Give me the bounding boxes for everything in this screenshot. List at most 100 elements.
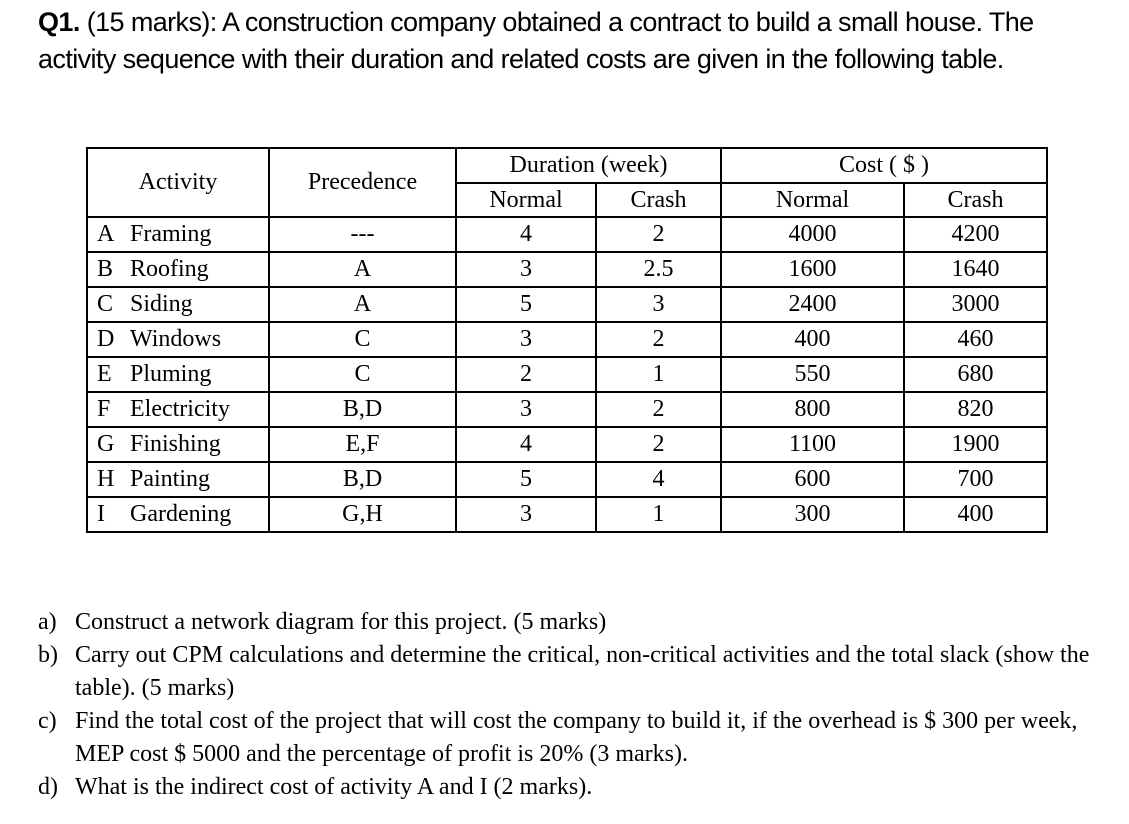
activity-cell: H Painting	[86, 461, 270, 498]
table-row: D Windows C 3 2 400 460	[86, 321, 1048, 358]
activity-name: Finishing	[130, 431, 221, 457]
activity-letter: F	[97, 396, 111, 422]
question-label: b)	[38, 642, 58, 668]
precedence-cell: ---	[268, 216, 457, 253]
question-item-c: c) Find the total cost of the project tha…	[38, 705, 1110, 771]
activity-letter: G	[97, 431, 115, 457]
activity-table: Activity Precedence Duration (week) Cost…	[86, 147, 1048, 533]
duration-crash-cell: 2.5	[595, 251, 722, 288]
activity-name: Framing	[130, 221, 212, 247]
table-row: B Roofing A 3 2.5 1600 1640	[86, 251, 1048, 288]
question-text: What is the indirect cost of activity A …	[75, 774, 593, 800]
cost-crash-cell: 400	[903, 496, 1048, 533]
cost-normal-cell: 550	[720, 356, 905, 393]
question-label: a)	[38, 609, 57, 635]
duration-crash-cell: 2	[595, 426, 722, 463]
duration-normal-header: Normal	[455, 182, 597, 218]
duration-crash-cell: 2	[595, 391, 722, 428]
cost-crash-cell: 460	[903, 321, 1048, 358]
cost-normal-cell: 600	[720, 461, 905, 498]
question-item-a: a) Construct a network diagram for this p…	[38, 606, 1110, 639]
precedence-cell: G,H	[268, 496, 457, 533]
activity-cell: G Finishing	[86, 426, 270, 463]
table-row: F Electricity B,D 3 2 800 820	[86, 391, 1048, 428]
activity-name: Windows	[130, 326, 222, 352]
precedence-cell: A	[268, 251, 457, 288]
table-row: A Framing --- 4 2 4000 4200	[86, 216, 1048, 253]
duration-normal-cell: 4	[455, 216, 597, 253]
duration-crash-cell: 1	[595, 356, 722, 393]
duration-normal-cell: 3	[455, 321, 597, 358]
cost-normal-cell: 300	[720, 496, 905, 533]
cost-crash-cell: 4200	[903, 216, 1048, 253]
duration-normal-cell: 3	[455, 251, 597, 288]
precedence-column-header: Precedence	[268, 147, 457, 218]
activity-letter: A	[97, 221, 115, 247]
activity-cell: B Roofing	[86, 251, 270, 288]
cost-crash-cell: 1900	[903, 426, 1048, 463]
table-row: C Siding A 5 3 2400 3000	[86, 286, 1048, 323]
activity-column-header: Activity	[86, 147, 270, 218]
cost-crash-cell: 700	[903, 461, 1048, 498]
cost-crash-cell: 3000	[903, 286, 1048, 323]
duration-normal-cell: 5	[455, 286, 597, 323]
duration-crash-cell: 1	[595, 496, 722, 533]
duration-normal-cell: 5	[455, 461, 597, 498]
question-text: Carry out CPM calculations and determine…	[75, 642, 1090, 701]
duration-crash-cell: 2	[595, 321, 722, 358]
precedence-cell: C	[268, 321, 457, 358]
duration-normal-cell: 3	[455, 391, 597, 428]
question-intro: Q1. (15 marks): A construction company ob…	[38, 4, 1116, 78]
activity-letter: H	[97, 466, 115, 492]
cost-crash-cell: 680	[903, 356, 1048, 393]
activity-name: Gardening	[130, 501, 232, 527]
question-label: c)	[38, 708, 57, 734]
precedence-cell: C	[268, 356, 457, 393]
cost-crash-header: Crash	[903, 182, 1048, 218]
precedence-cell: B,D	[268, 461, 457, 498]
duration-crash-cell: 3	[595, 286, 722, 323]
question-item-d: d) What is the indirect cost of activity …	[38, 771, 1110, 804]
activity-letter: D	[97, 326, 115, 352]
cost-group-header: Cost ( $ )	[720, 147, 1048, 184]
activity-cell: A Framing	[86, 216, 270, 253]
precedence-cell: B,D	[268, 391, 457, 428]
activity-cell: E Pluming	[86, 356, 270, 393]
table-row: E Pluming C 2 1 550 680	[86, 356, 1048, 393]
cost-normal-cell: 1600	[720, 251, 905, 288]
table-header-row-groups: Activity Precedence Duration (week) Cost…	[86, 147, 1048, 218]
activity-letter: E	[97, 361, 112, 387]
activity-letter: C	[97, 291, 114, 317]
duration-normal-cell: 2	[455, 356, 597, 393]
duration-crash-cell: 2	[595, 216, 722, 253]
duration-crash-header: Crash	[595, 182, 722, 218]
activity-name: Pluming	[130, 361, 212, 387]
precedence-cell: E,F	[268, 426, 457, 463]
activity-name: Siding	[130, 291, 193, 317]
precedence-cell: A	[268, 286, 457, 323]
cost-normal-cell: 1100	[720, 426, 905, 463]
question-number: Q1.	[38, 7, 80, 37]
activity-letter: B	[97, 256, 114, 282]
activity-name: Electricity	[130, 396, 230, 422]
duration-crash-cell: 4	[595, 461, 722, 498]
activity-name: Painting	[130, 466, 211, 492]
table-row: I Gardening G,H 3 1 300 400	[86, 496, 1048, 533]
cost-normal-cell: 2400	[720, 286, 905, 323]
intro-text: (15 marks): A construction company obtai…	[38, 7, 1034, 74]
activity-cell: D Windows	[86, 321, 270, 358]
table-header-row-subcolumns: Normal Crash Normal Crash	[87, 182, 1048, 218]
activity-cell: C Siding	[86, 286, 270, 323]
activity-cell: F Electricity	[86, 391, 270, 428]
questions-list: a) Construct a network diagram for this p…	[38, 606, 1110, 804]
duration-normal-cell: 4	[455, 426, 597, 463]
table-row: H Painting B,D 5 4 600 700	[86, 461, 1048, 498]
cost-normal-header: Normal	[720, 182, 905, 218]
duration-group-header: Duration (week)	[455, 147, 722, 184]
table-row: G Finishing E,F 4 2 1100 1900	[86, 426, 1048, 463]
duration-normal-cell: 3	[455, 496, 597, 533]
cost-normal-cell: 400	[720, 321, 905, 358]
cost-normal-cell: 4000	[720, 216, 905, 253]
cost-crash-cell: 820	[903, 391, 1048, 428]
